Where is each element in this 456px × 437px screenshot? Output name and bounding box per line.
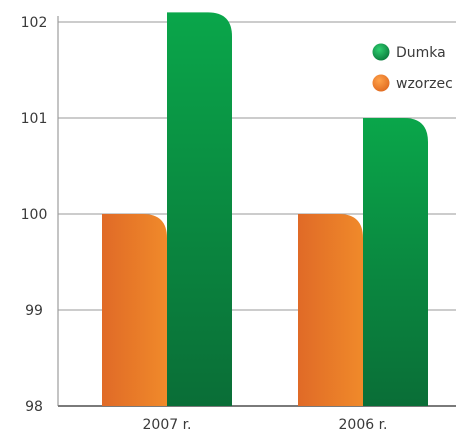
y-tick-label: 101: [21, 111, 48, 127]
y-tick-label: 100: [21, 207, 48, 223]
y-tick-label: 102: [21, 15, 48, 31]
y-axis-tick-labels: 98 99 100 101 102: [21, 15, 48, 415]
y-tick-label: 99: [25, 303, 43, 319]
legend: Dumka wzorzec: [372, 43, 453, 92]
bar-dumka-1: [167, 12, 232, 407]
bar-wzorzec-1: [102, 214, 167, 406]
x-axis-tick-labels: 2007 r. 2006 r.: [143, 417, 388, 433]
bar-wzorzec-2: [298, 214, 363, 406]
legend-marker-wzorzec: [372, 74, 390, 92]
x-tick-label: 2006 r.: [339, 417, 388, 433]
legend-label-wzorzec: wzorzec: [396, 76, 453, 92]
x-tick-label: 2007 r.: [143, 417, 192, 433]
bars: [102, 12, 428, 407]
legend-marker-dumka: [372, 43, 390, 61]
y-tick-label: 98: [25, 399, 43, 415]
bar-dumka-2: [363, 118, 428, 406]
legend-label-dumka: Dumka: [396, 45, 446, 61]
